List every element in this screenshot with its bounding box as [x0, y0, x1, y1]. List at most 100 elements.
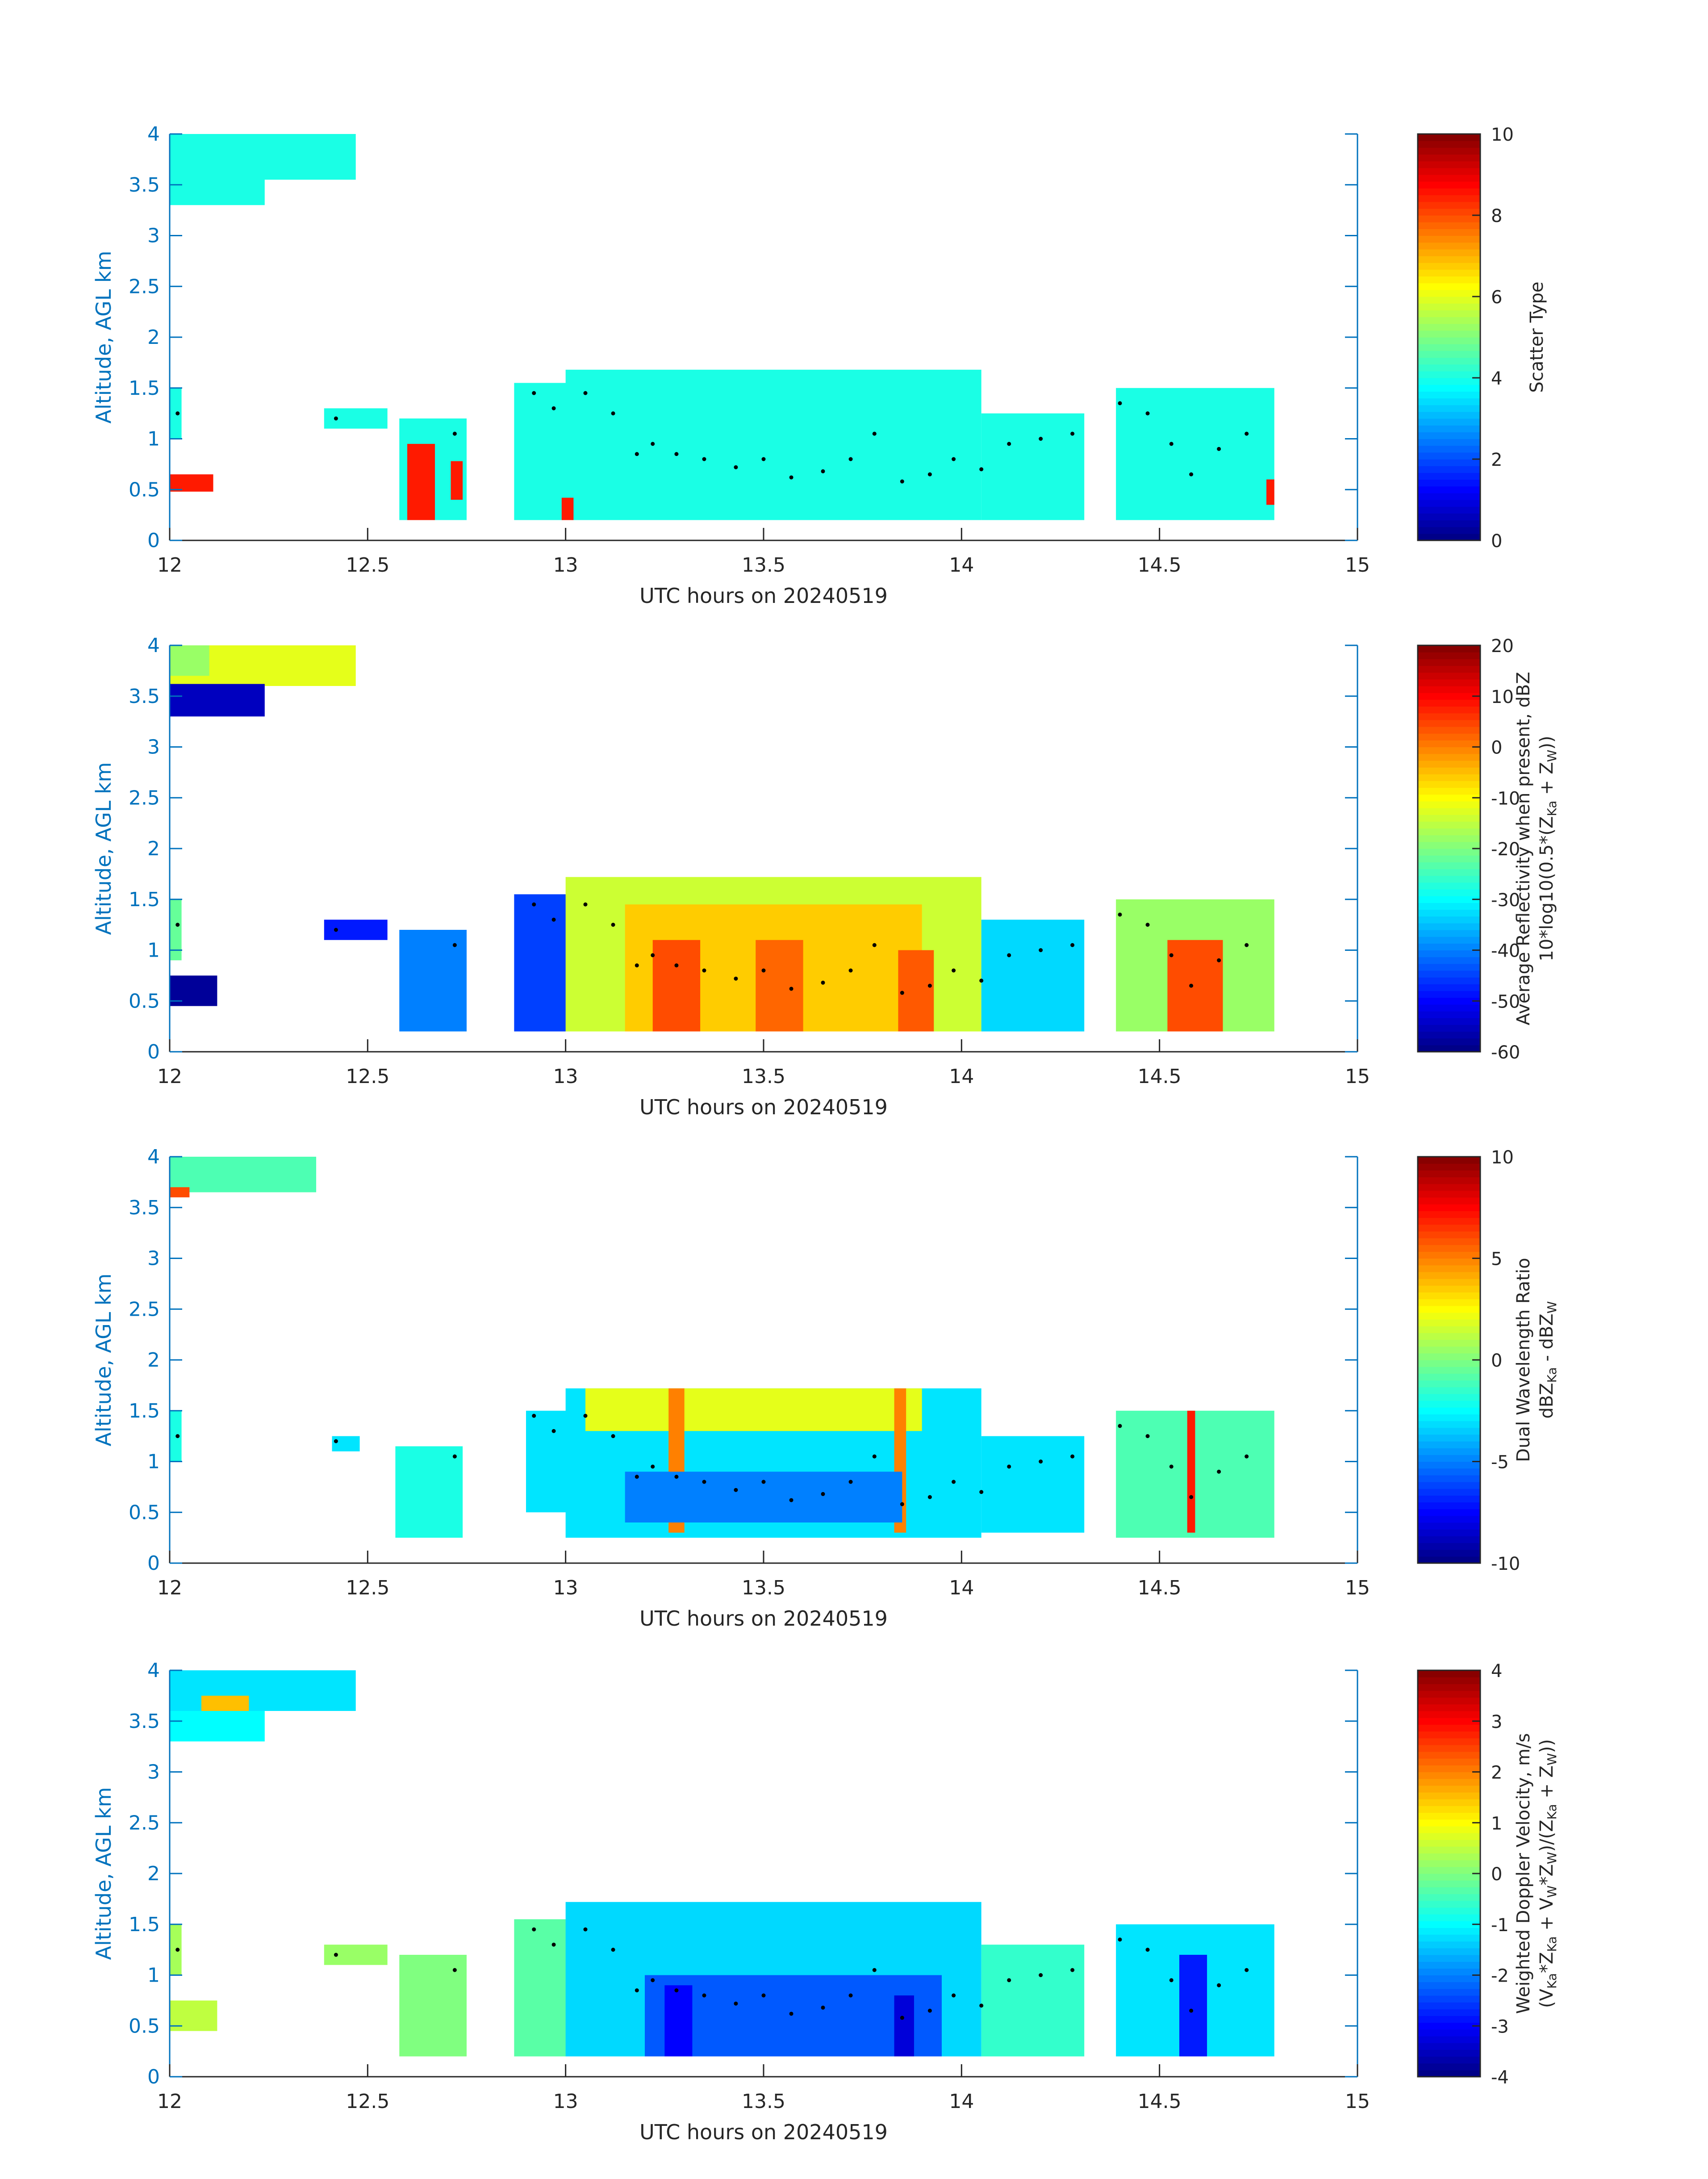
colorbar-label-subscript: W: [1545, 1886, 1559, 1898]
colorbar-segment: [1418, 1704, 1480, 1711]
colorbar-segment: [1418, 1018, 1480, 1025]
colorbar-tick-label: 10: [1491, 687, 1514, 707]
colorbar-label-part: + Z: [1537, 1765, 1557, 1804]
data-region: [981, 1436, 1085, 1533]
colorbar-label-subscript: Ka: [1545, 1936, 1559, 1952]
data-point: [1169, 953, 1173, 958]
colorbar-segment: [1418, 727, 1480, 734]
colorbar-segment: [1418, 520, 1480, 527]
colorbar-segment: [1418, 256, 1480, 263]
y-tick-label: 0: [147, 1552, 160, 1575]
colorbar-segment: [1418, 1900, 1480, 1908]
colorbar-tick-label: 4: [1491, 1661, 1502, 1681]
colorbar-segment: [1418, 1245, 1480, 1252]
x-tick-label: 14: [949, 1065, 974, 1088]
colorbar-label-text: Scatter Type: [1527, 282, 1547, 393]
colorbar-segment: [1418, 297, 1480, 304]
data-point: [532, 1414, 536, 1418]
data-point: [583, 1414, 588, 1418]
data-point: [761, 457, 766, 461]
data-point: [848, 968, 853, 973]
colorbar-segment: [1418, 1690, 1480, 1698]
data-point: [979, 467, 984, 472]
y-tick-label: 0: [147, 2066, 160, 2088]
colorbar-segment: [1418, 1482, 1480, 1489]
data-point: [761, 1993, 766, 1998]
data-region: [981, 413, 1085, 520]
data-point: [1145, 1948, 1150, 1952]
data-point: [1244, 431, 1249, 436]
x-tick-label: 13.5: [742, 2090, 785, 2113]
colorbar-label: Weighted Doppler Velocity, m/s (VKa*ZKa +…: [1513, 1733, 1559, 2014]
colorbar-segment: [1418, 1434, 1480, 1442]
colorbar-segment: [1418, 269, 1480, 277]
y-tick-label: 2.5: [129, 1811, 160, 1834]
colorbar-segment: [1418, 1231, 1480, 1238]
colorbar-segment: [1418, 385, 1480, 392]
colorbar-segment: [1418, 459, 1480, 466]
colorbar-segment: [1418, 303, 1480, 310]
colorbar-segment: [1418, 263, 1480, 270]
colorbar-label-line1: Weighted Doppler Velocity, m/s: [1513, 1733, 1534, 2014]
data-point: [583, 902, 588, 907]
data-point: [452, 1968, 457, 1972]
y-tick-label: 2.5: [129, 1298, 160, 1321]
data-point: [872, 431, 877, 436]
x-tick-label: 12.5: [346, 2090, 389, 2113]
colorbar-segment: [1418, 652, 1480, 659]
data-point: [1070, 1968, 1075, 1972]
colorbar-segment: [1418, 1190, 1480, 1198]
colorbar-segment: [1418, 1866, 1480, 1874]
x-tick-label: 12: [157, 1065, 182, 1088]
colorbar-segment: [1418, 733, 1480, 740]
data-point: [789, 1498, 793, 1502]
colorbar-tick-label: -5: [1491, 1452, 1509, 1473]
colorbar-segment: [1418, 1279, 1480, 1286]
colorbar-segment: [1418, 1806, 1480, 1813]
colorbar-segment: [1418, 2043, 1480, 2050]
data-region: [652, 940, 701, 1032]
data-point: [583, 1927, 588, 1932]
y-tick-label: 3.5: [129, 1710, 160, 1733]
colorbar-segment: [1418, 1860, 1480, 1867]
colorbar-segment: [1418, 2009, 1480, 2016]
data-point: [334, 1953, 338, 1957]
colorbar-segment: [1418, 2056, 1480, 2064]
x-tick-label: 14: [949, 554, 974, 577]
data-point: [872, 943, 877, 947]
colorbar-segment: [1418, 1455, 1480, 1462]
colorbar-tick-label: 0: [1491, 531, 1502, 552]
colorbar-segment: [1418, 1299, 1480, 1306]
colorbar-segment: [1418, 970, 1480, 978]
data-point: [1217, 958, 1221, 962]
colorbar-segment: [1418, 317, 1480, 324]
colorbar-segment: [1418, 445, 1480, 453]
y-tick-label: 0: [147, 529, 160, 552]
colorbar-segment: [1418, 398, 1480, 406]
data-point: [611, 923, 615, 927]
colorbar-segment: [1418, 1840, 1480, 1847]
x-tick-label: 13: [553, 554, 578, 577]
colorbar-segment: [1418, 1975, 1480, 1982]
data-point: [702, 1480, 706, 1484]
data-point: [1070, 431, 1075, 436]
data-point: [1118, 1424, 1122, 1428]
colorbar-segment: [1418, 930, 1480, 937]
colorbar-segment: [1418, 984, 1480, 991]
y-tick-label: 4: [147, 1659, 160, 1682]
colorbar-segment: [1418, 1285, 1480, 1292]
data-point: [1217, 447, 1221, 451]
colorbar-label-subscript: W: [1545, 1301, 1559, 1313]
colorbar-segment: [1418, 841, 1480, 849]
colorbar-segment: [1418, 1509, 1480, 1516]
colorbar-segment: [1418, 486, 1480, 494]
data-region: [170, 474, 213, 492]
colorbar-segment: [1418, 1772, 1480, 1779]
colorbar-segment: [1418, 222, 1480, 229]
data-region: [324, 920, 388, 940]
colorbar-segment: [1418, 337, 1480, 344]
colorbar-segment: [1418, 1353, 1480, 1360]
colorbar-segment: [1418, 693, 1480, 700]
y-axis-label: Altitude, AGL km: [92, 762, 116, 935]
data-point: [702, 457, 706, 461]
